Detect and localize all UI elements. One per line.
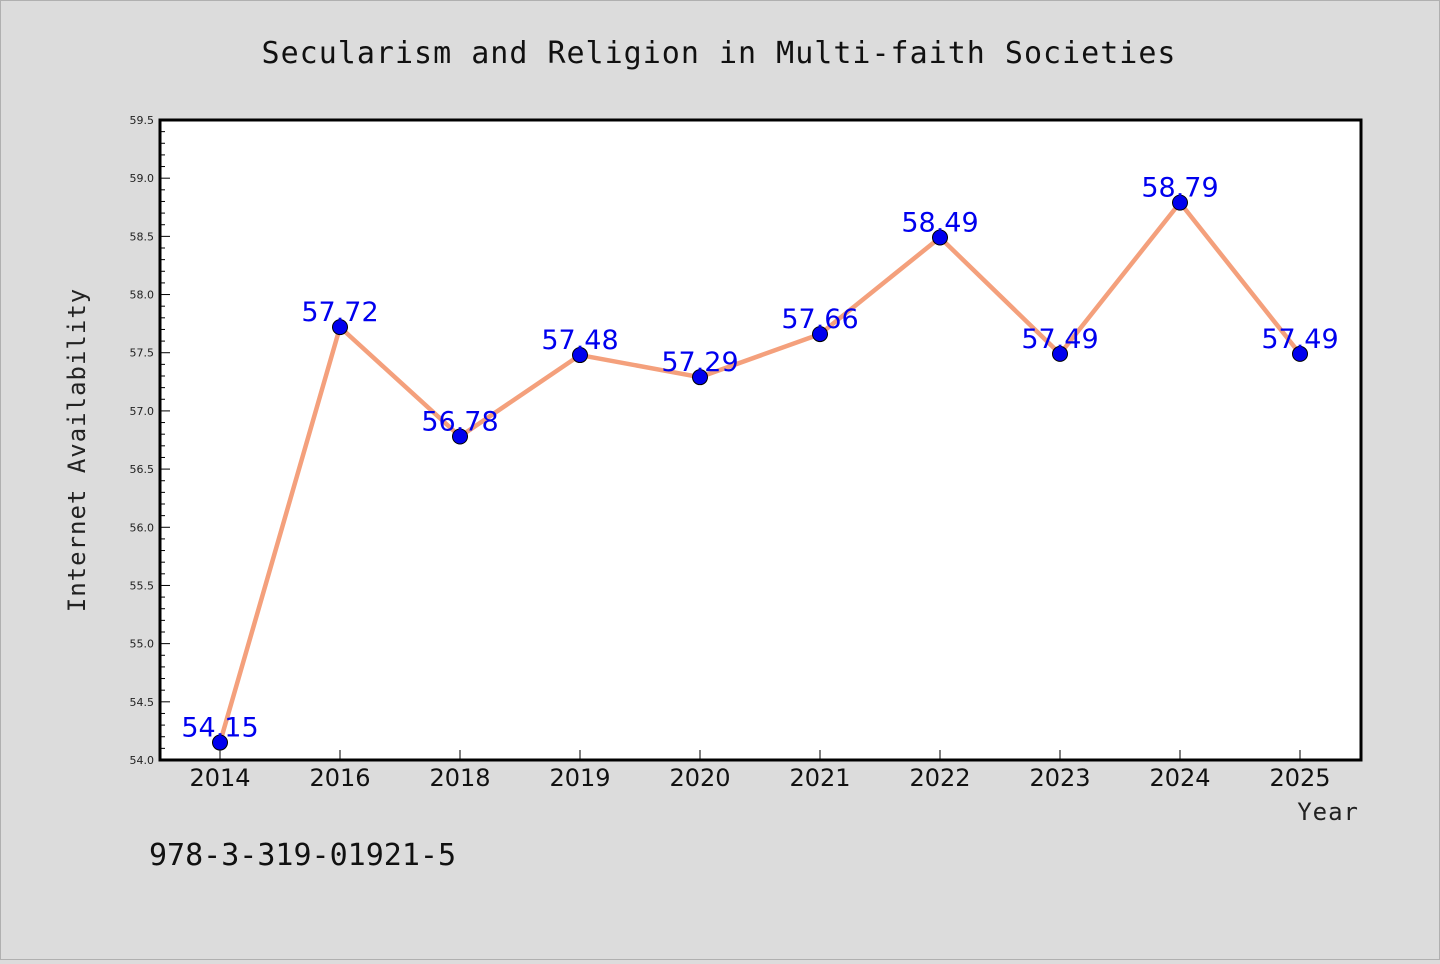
data-point xyxy=(332,319,348,336)
y-tick-label: 54.5 xyxy=(130,696,155,709)
series-line-group xyxy=(217,200,1303,745)
y-tick-label: 56.5 xyxy=(130,463,155,476)
x-tick-label: 2014 xyxy=(189,764,250,792)
data-label: 58.79 xyxy=(1141,173,1218,204)
data-point xyxy=(692,369,708,386)
x-axis-label: Year xyxy=(1297,798,1359,826)
y-axis-label: Internet Availability xyxy=(63,288,91,612)
y-tick-label: 57.5 xyxy=(130,347,155,360)
x-tick-label: 2018 xyxy=(429,764,490,792)
y-tick-label: 55.5 xyxy=(130,579,155,592)
y-tick-label: 59.5 xyxy=(130,114,155,127)
y-axis: 54.0 54.5 55.0 55.5 56.0 56.5 57.0 57.5 58.0 58.5… xyxy=(130,114,170,767)
x-tick-label: 2025 xyxy=(1269,764,1330,792)
data-label: 56.78 xyxy=(421,407,498,438)
data-label: 57.48 xyxy=(541,325,618,356)
data-label: 57.29 xyxy=(661,347,738,378)
y-tick-label: 59.0 xyxy=(130,172,155,185)
x-tick-label: 2020 xyxy=(669,764,730,792)
y-tick-label: 55.0 xyxy=(130,638,155,651)
data-label: 57.49 xyxy=(1261,324,1338,355)
data-point xyxy=(812,326,828,343)
data-point xyxy=(1172,194,1188,211)
x-tick-label: 2022 xyxy=(909,764,970,792)
data-point xyxy=(932,229,948,246)
data-point xyxy=(1292,345,1308,362)
series-line xyxy=(217,200,1303,745)
x-tick-label: 2021 xyxy=(789,764,850,792)
data-label: 57.49 xyxy=(1021,324,1098,355)
data-label: 54.15 xyxy=(181,713,258,744)
data-label: 58.49 xyxy=(901,208,978,239)
data-label: 57.72 xyxy=(301,297,378,328)
data-markers xyxy=(212,194,1308,751)
y-tick-label: 56.0 xyxy=(130,521,155,534)
data-point xyxy=(212,734,228,751)
data-label: 57.66 xyxy=(781,304,858,335)
isbn-annotation: 978-3-319-01921-5 xyxy=(149,838,456,873)
data-point xyxy=(452,428,468,445)
x-tick-label: 2016 xyxy=(309,764,370,792)
data-labels: 54.15 57.72 56.78 57.48 57.29 57.66 58.49 57.49… xyxy=(181,173,1338,744)
y-tick-label: 57.0 xyxy=(130,405,155,418)
y-tick-label: 54.0 xyxy=(130,754,155,767)
chart-title: Secularism and Religion in Multi-faith S… xyxy=(262,36,1177,71)
x-axis: 2014 2016 2018 2019 2020 2021 2022 2023 2024 2025 xyxy=(189,750,1331,792)
data-point xyxy=(572,347,588,364)
x-tick-label: 2019 xyxy=(549,764,610,792)
plot-area xyxy=(158,118,1363,762)
y-tick-label: 58.0 xyxy=(130,289,155,302)
data-point xyxy=(1052,345,1068,362)
x-tick-label: 2024 xyxy=(1149,764,1210,792)
x-tick-label: 2023 xyxy=(1029,764,1090,792)
y-tick-label: 58.5 xyxy=(130,230,155,243)
